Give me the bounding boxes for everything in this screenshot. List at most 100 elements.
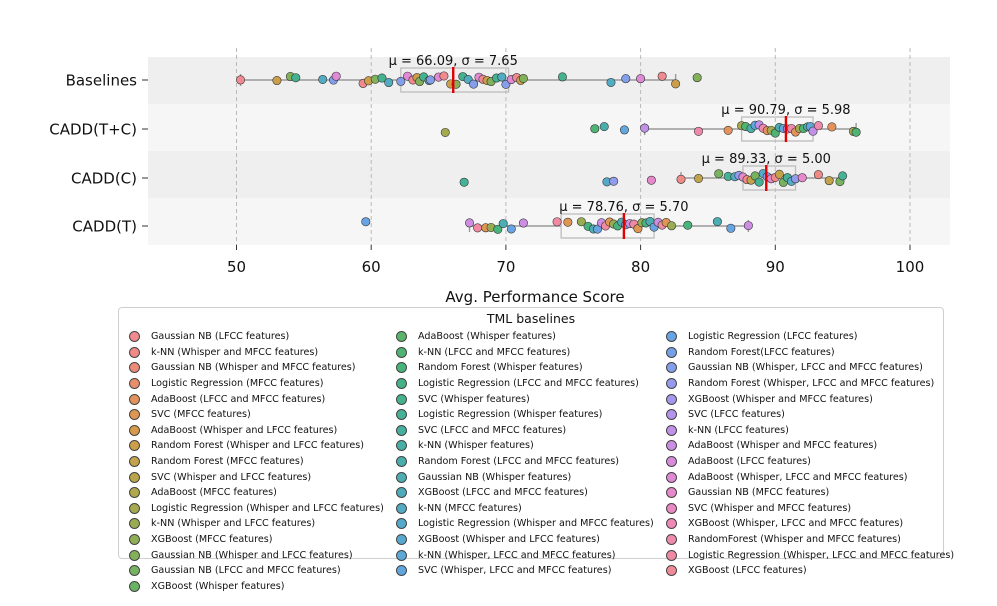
legend-label: SVC (LFCC features) xyxy=(688,409,785,421)
data-point xyxy=(396,76,406,86)
legend-swatch xyxy=(129,580,140,592)
legend-swatch xyxy=(129,456,140,468)
legend-swatch xyxy=(129,409,140,421)
legend-swatch xyxy=(396,409,407,421)
legend-swatch xyxy=(129,487,140,499)
legend-label: SVC (Whisper and LFCC features) xyxy=(151,471,312,483)
legend-item: Gaussian NB (LFCC and MFCC features) xyxy=(119,563,384,579)
legend-label: Logistic Regression (Whisper features) xyxy=(418,409,603,421)
stat-label: μ = 89.33, σ = 5.00 xyxy=(702,152,831,167)
legend-label: SVC (Whisper and MFCC features) xyxy=(688,502,852,514)
data-point xyxy=(750,171,760,181)
data-point xyxy=(469,79,479,89)
data-point xyxy=(291,73,301,83)
data-point xyxy=(824,176,834,186)
legend-swatch xyxy=(666,362,677,374)
data-point xyxy=(473,223,483,233)
legend-swatch xyxy=(396,424,407,436)
data-point xyxy=(851,127,861,137)
legend-label: Gaussian NB (Whisper, LFCC and MFCC feat… xyxy=(688,362,923,374)
legend-item: k-NN (Whisper, LFCC and MFCC features) xyxy=(386,547,654,563)
legend-label: Random Forest (Whisper and LFCC features… xyxy=(151,440,365,452)
data-point xyxy=(552,217,562,227)
legend-label: SVC (LFCC and MFCC features) xyxy=(418,424,567,436)
legend-label: Gaussian NB (Whisper features) xyxy=(418,471,572,483)
legend-item: k-NN (LFCC features) xyxy=(656,423,954,439)
mean-markers xyxy=(452,67,788,239)
legend-item: AdaBoost (Whisper features) xyxy=(386,329,654,345)
x-tick-label: 80 xyxy=(631,258,650,276)
legend-swatch xyxy=(666,565,677,577)
data-point xyxy=(694,173,704,183)
data-point xyxy=(518,73,528,83)
legend-item: Logistic Regression (Whisper, LFCC and M… xyxy=(656,547,954,563)
legend-item: AdaBoost (Whisper, LFCC and MFCC feature… xyxy=(656,469,954,485)
category-bands xyxy=(148,57,950,245)
legend-label: XGBoost (Whisper features) xyxy=(151,580,285,592)
legend-swatch xyxy=(129,471,140,483)
stat-label: μ = 90.79, σ = 5.98 xyxy=(721,103,850,118)
legend-label: AdaBoost (MFCC features) xyxy=(151,487,277,499)
legend-swatch xyxy=(396,362,407,374)
legend-label: Random Forest (LFCC and MFCC features) xyxy=(418,456,620,468)
legend-item: XGBoost (Whisper and MFCC features) xyxy=(656,391,954,407)
legend-swatch xyxy=(396,565,407,577)
data-point xyxy=(609,176,619,186)
legend-swatch xyxy=(666,502,677,514)
legend-label: Logistic Regression (LFCC and MFCC featu… xyxy=(418,378,639,390)
data-point xyxy=(361,217,371,227)
legend-item: AdaBoost (Whisper and MFCC features) xyxy=(656,438,954,454)
legend-label: XGBoost (Whisper and LFCC features) xyxy=(418,534,600,546)
legend-column-3: Logistic Regression (LFCC features) Rando… xyxy=(656,329,954,579)
legend-item: Logistic Regression (LFCC features) xyxy=(656,329,954,345)
legend-column-2: AdaBoost (Whisper features) k-NN (LFCC an… xyxy=(386,329,654,579)
legend-label: Logistic Regression (Whisper and LFCC fe… xyxy=(151,502,384,514)
data-points xyxy=(236,71,861,234)
data-point xyxy=(646,175,656,185)
data-point xyxy=(621,74,631,84)
legend-item: SVC (Whisper, LFCC and MFCC features) xyxy=(386,563,654,579)
legend-swatch xyxy=(129,518,140,530)
data-point xyxy=(683,220,693,230)
legend-label: Random Forest(LFCC features) xyxy=(688,346,835,358)
legend-swatch xyxy=(396,346,407,358)
legend-label: Random Forest (Whisper, LFCC and MFCC fe… xyxy=(688,378,935,390)
legend-item: k-NN (Whisper and MFCC features) xyxy=(119,345,384,361)
x-tick-labels: 50 60 70 80 90 100 xyxy=(227,245,924,276)
legend-swatch xyxy=(129,502,140,514)
data-point xyxy=(619,125,629,135)
legend-item: SVC (Whisper and LFCC features) xyxy=(119,469,384,485)
legend-item: SVC (Whisper features) xyxy=(386,391,654,407)
y-tick-label: CADD(C) xyxy=(71,170,137,188)
legend-label: SVC (MFCC features) xyxy=(151,409,251,421)
legend-item: Gaussian NB (Whisper features) xyxy=(386,469,654,485)
legend-label: Logistic Regression (Whisper and MFCC fe… xyxy=(418,518,654,530)
legend-swatch xyxy=(129,440,140,452)
legend-swatch xyxy=(396,487,407,499)
legend-label: k-NN (Whisper and MFCC features) xyxy=(151,346,319,358)
legend-item: XGBoost (LFCC and MFCC features) xyxy=(386,485,654,501)
legend-item: AdaBoost (Whisper and LFCC features) xyxy=(119,423,384,439)
x-tick-label: 60 xyxy=(362,258,381,276)
legend-item: Logistic Regression (Whisper and MFCC fe… xyxy=(386,516,654,532)
stat-labels: μ = 66.09, σ = 7.65 μ = 90.79, σ = 5.98 μ … xyxy=(389,54,851,215)
legend-item: Gaussian NB (Whisper, LFCC and MFCC feat… xyxy=(656,360,954,376)
legend-label: SVC (Whisper, LFCC and MFCC features) xyxy=(418,565,612,577)
legend-item: SVC (Whisper and MFCC features) xyxy=(656,501,954,517)
data-point xyxy=(827,122,837,132)
data-point xyxy=(797,173,807,183)
data-point xyxy=(636,74,646,84)
data-point xyxy=(599,122,609,132)
legend-label: Gaussian NB (LFCC and MFCC features) xyxy=(151,565,341,577)
legend-item: Gaussian NB (Whisper and LFCC features) xyxy=(119,547,384,563)
legend-label: Gaussian NB (Whisper and MFCC features) xyxy=(151,362,356,374)
x-tick-label: 70 xyxy=(496,258,515,276)
data-point xyxy=(592,224,602,234)
legend-swatch xyxy=(666,378,677,390)
legend-swatch xyxy=(666,393,677,405)
legend-swatch xyxy=(666,409,677,421)
legend-swatch xyxy=(396,502,407,514)
legend-swatch xyxy=(666,518,677,530)
legend-item: SVC (MFCC features) xyxy=(119,407,384,423)
legend-swatch xyxy=(666,456,677,468)
